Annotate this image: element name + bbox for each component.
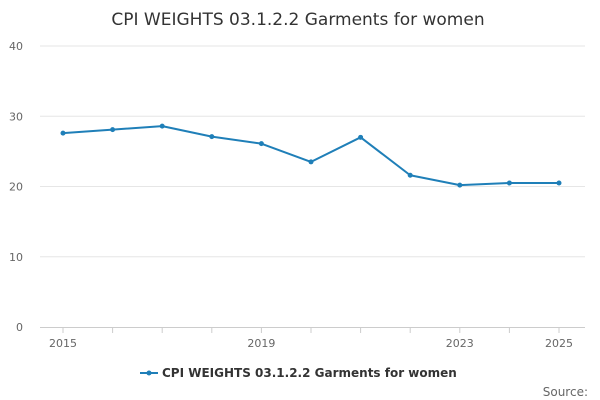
chart-title: CPI WEIGHTS 03.1.2.2 Garments for women <box>111 10 484 30</box>
data-point[interactable] <box>209 134 215 140</box>
x-tick-label: 2025 <box>545 337 573 350</box>
data-point[interactable] <box>506 180 512 186</box>
legend-label: CPI WEIGHTS 03.1.2.2 Garments for women <box>162 366 457 380</box>
x-tick-label: 2023 <box>446 337 474 350</box>
data-point[interactable] <box>457 182 463 188</box>
y-tick-label: 40 <box>9 40 23 53</box>
data-point[interactable] <box>159 123 165 129</box>
series-line <box>62 125 559 187</box>
x-tick-label: 2019 <box>247 337 275 350</box>
source-label: Source: <box>543 385 588 399</box>
y-tick-label: 20 <box>9 181 23 194</box>
y-tick-label: 0 <box>16 321 23 334</box>
y-tick-label: 30 <box>9 110 23 123</box>
data-point[interactable] <box>556 180 562 186</box>
data-point[interactable] <box>308 159 314 165</box>
gridlines <box>40 45 585 258</box>
x-tick-label: 2015 <box>49 337 77 350</box>
data-point[interactable] <box>407 172 413 178</box>
y-axis-ticks: 0 10 20 30 40 <box>9 40 23 334</box>
data-point[interactable] <box>258 141 264 147</box>
series-group <box>60 123 562 188</box>
legend-point-marker <box>146 370 152 376</box>
data-point[interactable] <box>110 127 116 133</box>
data-point[interactable] <box>358 134 364 140</box>
x-axis-ticks: 2015 2019 2023 2025 <box>49 327 573 350</box>
data-point[interactable] <box>60 130 66 136</box>
legend[interactable]: CPI WEIGHTS 03.1.2.2 Garments for women <box>140 366 457 380</box>
y-tick-label: 10 <box>9 251 23 264</box>
